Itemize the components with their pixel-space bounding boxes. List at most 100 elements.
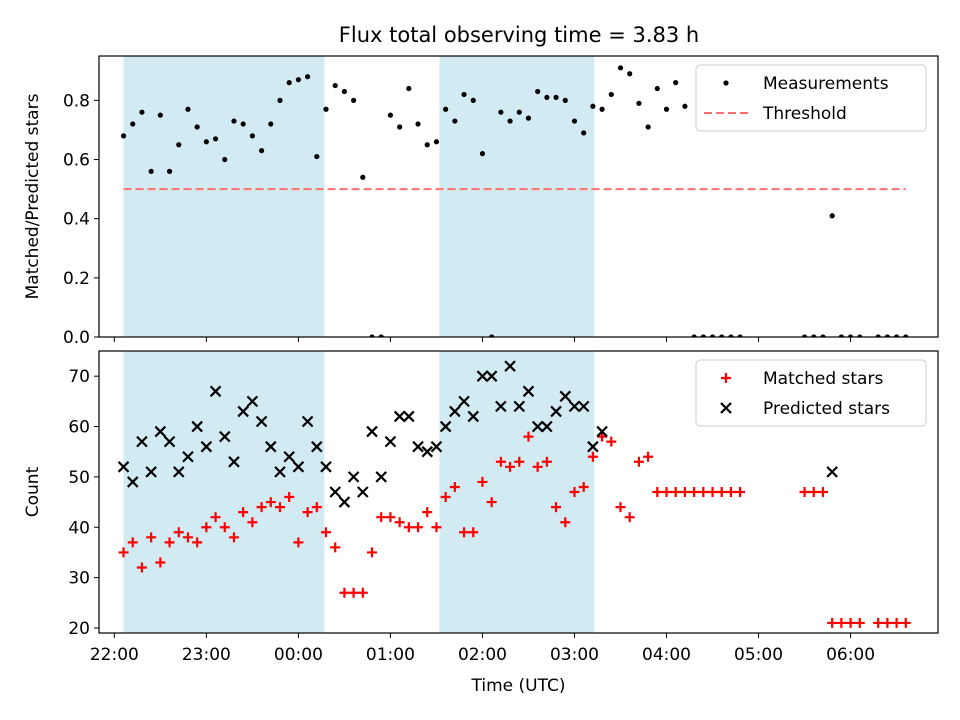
data-point [532, 461, 543, 472]
data-point [553, 94, 559, 101]
data-point [136, 435, 148, 448]
data-point [384, 435, 397, 448]
data-point [139, 109, 145, 115]
data-point [633, 456, 644, 467]
data-point [468, 527, 479, 538]
data-point [507, 118, 513, 124]
y-axis-label: Count [23, 466, 43, 517]
data-point [679, 487, 690, 497]
data-point [587, 440, 599, 453]
data-point [525, 115, 532, 121]
data-point [292, 461, 305, 473]
data-point [431, 522, 442, 533]
data-point [228, 532, 239, 543]
data-point [375, 471, 388, 483]
data-point [568, 400, 581, 413]
data-point [430, 440, 443, 453]
data-point [387, 112, 394, 118]
data-point [477, 476, 488, 487]
data-point [393, 410, 406, 423]
data-point [645, 124, 651, 130]
data-point [403, 522, 414, 533]
data-point [173, 527, 184, 538]
data-point [212, 136, 219, 142]
data-point [231, 118, 237, 124]
data-point [172, 466, 185, 478]
data-point [535, 88, 541, 95]
data-point [467, 410, 480, 423]
data-point [551, 502, 562, 513]
axes-frame [98, 55, 939, 338]
data-point [228, 456, 240, 468]
data-point [145, 466, 157, 478]
data-point [691, 334, 697, 337]
data-point [523, 431, 534, 442]
data-point [415, 121, 421, 127]
data-point [627, 71, 633, 77]
data-point [673, 80, 679, 86]
data-point [661, 487, 672, 497]
data-point [489, 334, 495, 337]
data-point [596, 425, 608, 438]
data-point [581, 130, 587, 136]
data-point [820, 334, 826, 337]
data-point [560, 517, 571, 528]
panel-top: 0.0 0.2 0.4 0.6 0.8 Matched/Predicted stars Me… [23, 55, 939, 348]
data-point [295, 77, 301, 83]
plot-area [120, 65, 909, 337]
data-point [268, 121, 274, 127]
data-point [654, 85, 660, 92]
data-point [311, 502, 322, 513]
data-point [256, 502, 267, 513]
data-point [192, 537, 203, 548]
data-point [597, 431, 608, 442]
data-point [130, 121, 136, 127]
legend-label: Threshold [762, 104, 847, 124]
data-point [118, 547, 129, 558]
data-point [516, 109, 522, 115]
chart-title: Flux total observing time = 3.83 h [339, 23, 699, 47]
data-point [166, 168, 173, 174]
data-point [246, 395, 259, 408]
data-point [461, 91, 467, 98]
data-point [203, 139, 209, 145]
shaded-interval-1 [439, 56, 595, 337]
data-point [117, 461, 130, 473]
data-point [265, 440, 277, 453]
data-point [476, 370, 489, 382]
data-point [873, 617, 884, 628]
data-point [293, 537, 304, 548]
data-point [357, 486, 369, 498]
data-point [716, 487, 727, 497]
data-point [504, 360, 516, 372]
data-point [826, 466, 838, 478]
data-point [176, 142, 182, 148]
data-point [817, 487, 828, 497]
data-point [274, 466, 286, 478]
data-point [320, 461, 332, 473]
data-point [577, 400, 590, 413]
data-point [330, 542, 341, 553]
data-point [314, 153, 320, 160]
data-point [163, 435, 176, 448]
data-point [210, 512, 221, 523]
data-point [126, 476, 139, 488]
data-point [624, 512, 635, 523]
data-point [541, 456, 552, 467]
data-point [182, 532, 193, 543]
data-point [424, 142, 430, 148]
legend-marker [723, 80, 729, 86]
data-point [347, 471, 360, 483]
data-point [449, 481, 460, 492]
data-point [550, 405, 562, 418]
panel-bottom: 20 30 40 50 60 70 22:00 23:00 00:00 01:00 02:00 03:… [23, 350, 939, 696]
data-point [369, 334, 375, 337]
data-point [397, 124, 403, 130]
data-point [514, 456, 525, 467]
data-point [240, 121, 246, 127]
legend: Measurements Threshold [695, 64, 927, 132]
data-point [719, 334, 725, 337]
data-point [670, 487, 681, 497]
data-point [302, 507, 313, 518]
